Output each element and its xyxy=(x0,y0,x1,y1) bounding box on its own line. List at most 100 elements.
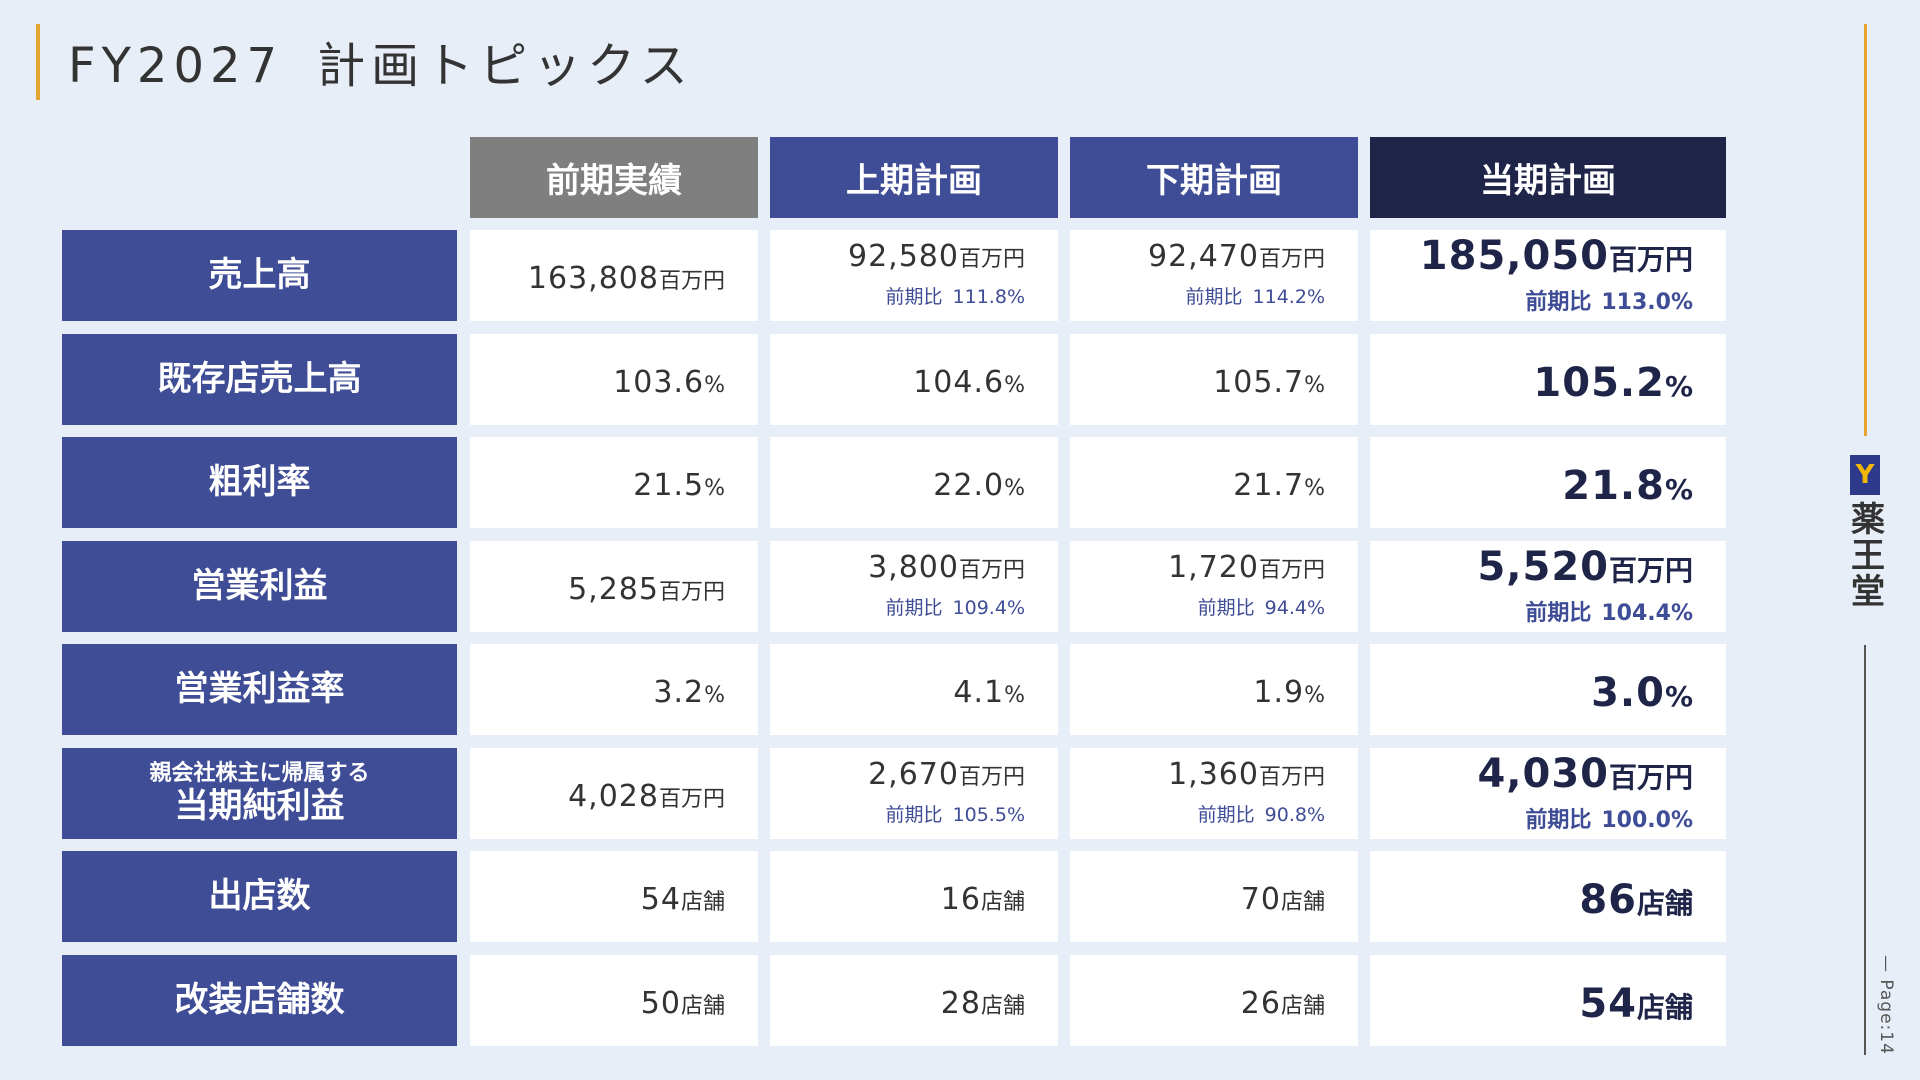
cell-value: 92,470百万円 xyxy=(1148,242,1325,272)
row-label-text: 営業利益率 xyxy=(174,668,345,709)
cell-value: 105.2% xyxy=(1533,363,1693,403)
value-number: 1,360 xyxy=(1168,757,1259,792)
cell-value: 54店舗 xyxy=(641,884,725,915)
value-number: 5,285 xyxy=(568,571,659,607)
page-number: — Page:14 xyxy=(1876,955,1896,1055)
yoy-value: 114.2% xyxy=(1252,286,1325,308)
title-topic: 計画トピックス xyxy=(317,38,694,94)
value-unit: 百万円 xyxy=(658,579,725,605)
row-label-text: 粗利率 xyxy=(208,461,311,502)
row-label: 改装店舗数 xyxy=(62,955,457,1046)
yoy-value: 105.5% xyxy=(952,804,1025,826)
yoy-ratio: 前期比 113.0% xyxy=(1525,284,1693,316)
value-number: 103.6 xyxy=(613,364,705,400)
cell-prev: 50店舗 xyxy=(470,955,758,1046)
cell-h2: 1,360百万円前期比 90.8% xyxy=(1070,748,1358,839)
yoy-label: 前期比 xyxy=(1185,286,1243,308)
cell-prev: 4,028百万円 xyxy=(470,748,758,839)
cell-value: 1.9% xyxy=(1253,677,1325,708)
cell-h1: 104.6% xyxy=(770,334,1058,425)
yoy-ratio: 前期比 104.4% xyxy=(1525,595,1693,627)
cell-h2: 26店舗 xyxy=(1070,955,1358,1046)
cell-value: 1,720百万円 xyxy=(1168,553,1325,583)
value-number: 4,028 xyxy=(568,778,659,814)
value-number: 22.0 xyxy=(933,467,1005,503)
title-accent-bar xyxy=(36,24,40,100)
value-unit: % xyxy=(704,372,725,398)
value-unit: % xyxy=(1304,682,1325,708)
cell-h2: 70店舗 xyxy=(1070,851,1358,942)
row-label-prefix: 親会社株主に帰属する xyxy=(149,761,370,787)
value-unit: % xyxy=(1304,372,1325,398)
value-unit: 百万円 xyxy=(1608,553,1693,587)
cell-value: 5,285百万円 xyxy=(568,571,725,607)
cell-value: 3,800百万円 xyxy=(868,553,1025,583)
row-label: 親会社株主に帰属する 当期純利益 xyxy=(62,748,457,839)
value-unit: 百万円 xyxy=(1258,765,1325,790)
value-unit: 百万円 xyxy=(1258,558,1325,583)
value-unit: % xyxy=(1004,372,1025,398)
cell-full: 3.0% xyxy=(1370,644,1726,735)
row-label: 営業利益率 xyxy=(62,644,457,735)
column-header-h1-plan: 上期計画 xyxy=(770,137,1058,218)
yoy-ratio: 前期比 111.8% xyxy=(886,282,1025,309)
yoy-label: 前期比 xyxy=(1197,804,1255,826)
cell-h1: 4.1% xyxy=(770,644,1058,735)
row-label-text: 既存店売上高 xyxy=(157,358,362,399)
cell-value: 163,808百万円 xyxy=(528,263,725,294)
cell-full: 4,030百万円 前期比 100.0% xyxy=(1370,748,1726,839)
yoy-label: 前期比 xyxy=(885,804,943,826)
value-unit: 百万円 xyxy=(958,247,1025,272)
yoy-ratio: 前期比 90.8% xyxy=(1198,800,1325,827)
value-unit: 店舗 xyxy=(1280,889,1325,915)
value-unit: 店舗 xyxy=(1636,886,1693,920)
right-accent-line xyxy=(1864,24,1867,436)
value-number: 92,580 xyxy=(848,239,959,274)
cell-prev: 163,808百万円 xyxy=(470,230,758,321)
column-header-prev-actual: 前期実績 xyxy=(470,137,758,218)
cell-value: 21.7% xyxy=(1233,470,1325,501)
company-logo: Y 薬王堂 xyxy=(1845,455,1885,625)
yoy-label: 前期比 xyxy=(1197,597,1255,619)
right-divider-line xyxy=(1864,645,1866,1055)
value-unit: 百万円 xyxy=(958,765,1025,790)
value-number: 70 xyxy=(1240,881,1281,917)
value-unit: 百万円 xyxy=(658,786,725,812)
yoy-label: 前期比 xyxy=(1525,600,1592,626)
cell-full: 86店舗 xyxy=(1370,851,1726,942)
value-number: 4.1 xyxy=(953,674,1005,710)
cell-value: 5,520百万円 xyxy=(1477,547,1693,587)
cell-value: 86店舗 xyxy=(1579,880,1693,920)
cell-prev: 103.6% xyxy=(470,334,758,425)
cell-value: 21.5% xyxy=(633,470,725,501)
cell-h2: 105.7% xyxy=(1070,334,1358,425)
yoy-value: 100.0% xyxy=(1601,807,1693,833)
value-unit: % xyxy=(1664,369,1693,403)
value-number: 1,720 xyxy=(1168,550,1259,585)
value-number: 185,050 xyxy=(1419,232,1609,279)
value-number: 3,800 xyxy=(868,550,959,585)
cell-h2: 92,470百万円前期比 114.2% xyxy=(1070,230,1358,321)
cell-value: 1,360百万円 xyxy=(1168,760,1325,790)
yoy-ratio: 前期比 94.4% xyxy=(1198,593,1325,620)
row-label: 粗利率 xyxy=(62,437,457,528)
cell-value: 2,670百万円 xyxy=(868,760,1025,790)
row-label: 売上高 xyxy=(62,230,457,321)
value-unit: 百万円 xyxy=(1608,242,1693,276)
value-number: 3.2 xyxy=(653,674,705,710)
cell-h1: 22.0% xyxy=(770,437,1058,528)
value-number: 21.8 xyxy=(1562,462,1665,509)
value-number: 26 xyxy=(1240,985,1281,1021)
cell-full: 54店舗 xyxy=(1370,955,1726,1046)
cell-h1: 2,670百万円前期比 105.5% xyxy=(770,748,1058,839)
value-unit: 店舗 xyxy=(1280,993,1325,1019)
yoy-label: 前期比 xyxy=(885,597,943,619)
column-header-h2-plan: 下期計画 xyxy=(1070,137,1358,218)
column-header-full-plan: 当期計画 xyxy=(1370,137,1726,218)
cell-h1: 28店舗 xyxy=(770,955,1058,1046)
cell-h2: 21.7% xyxy=(1070,437,1358,528)
value-unit: 店舗 xyxy=(980,993,1025,1019)
yoy-value: 94.4% xyxy=(1264,597,1325,619)
cell-value: 3.0% xyxy=(1591,673,1693,713)
value-unit: 店舗 xyxy=(980,889,1025,915)
